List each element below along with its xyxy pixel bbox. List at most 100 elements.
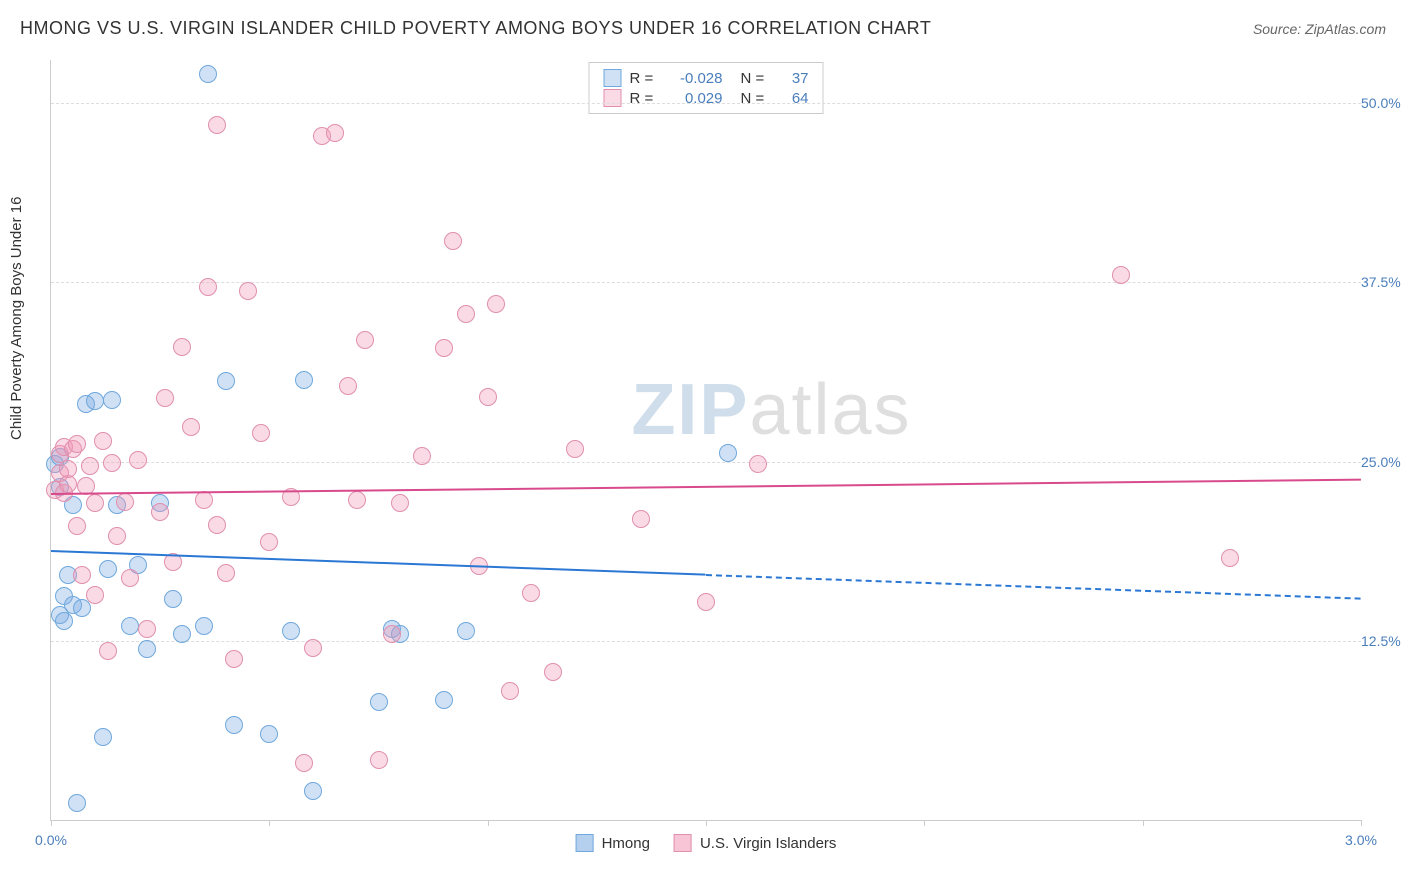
- data-point: [282, 622, 300, 640]
- swatch-hmong: [576, 834, 594, 852]
- data-point: [544, 663, 562, 681]
- trendline: [706, 574, 1361, 600]
- trendline: [51, 550, 706, 576]
- r-value: -0.028: [668, 70, 723, 87]
- xtick: [1361, 820, 1362, 826]
- chart-header: HMONG VS U.S. VIRGIN ISLANDER CHILD POVE…: [20, 18, 1386, 39]
- data-point: [182, 418, 200, 436]
- data-point: [173, 625, 191, 643]
- data-point: [59, 475, 77, 493]
- data-point: [103, 454, 121, 472]
- data-point: [108, 527, 126, 545]
- watermark-part1: ZIP: [631, 370, 749, 450]
- source-attribution: Source: ZipAtlas.com: [1253, 21, 1386, 37]
- data-point: [103, 391, 121, 409]
- data-point: [86, 392, 104, 410]
- data-point: [86, 586, 104, 604]
- data-point: [59, 460, 77, 478]
- data-point: [129, 451, 147, 469]
- data-point: [99, 642, 117, 660]
- data-point: [339, 377, 357, 395]
- data-point: [391, 494, 409, 512]
- data-point: [86, 494, 104, 512]
- gridline: [51, 103, 1361, 104]
- swatch-hmong: [604, 69, 622, 87]
- ytick-label: 12.5%: [1361, 633, 1406, 649]
- data-point: [164, 590, 182, 608]
- data-point: [444, 232, 462, 250]
- y-axis-label: Child Poverty Among Boys Under 16: [8, 197, 25, 440]
- trendline: [51, 479, 1361, 495]
- data-point: [199, 278, 217, 296]
- data-point: [304, 782, 322, 800]
- data-point: [295, 754, 313, 772]
- data-point: [195, 617, 213, 635]
- data-point: [121, 569, 139, 587]
- data-point: [304, 639, 322, 657]
- data-point: [208, 116, 226, 134]
- xtick-label: 3.0%: [1345, 832, 1377, 848]
- data-point: [260, 725, 278, 743]
- legend-label: U.S. Virgin Islanders: [700, 835, 836, 852]
- data-point: [239, 282, 257, 300]
- data-point: [370, 693, 388, 711]
- legend-row-usvi: R = 0.029 N = 64: [604, 89, 809, 107]
- data-point: [435, 339, 453, 357]
- data-point: [68, 435, 86, 453]
- swatch-usvi: [674, 834, 692, 852]
- data-point: [487, 295, 505, 313]
- swatch-usvi: [604, 89, 622, 107]
- data-point: [99, 560, 117, 578]
- data-point: [199, 65, 217, 83]
- data-point: [173, 338, 191, 356]
- data-point: [217, 372, 235, 390]
- data-point: [522, 584, 540, 602]
- xtick: [51, 820, 52, 826]
- legend-label: Hmong: [602, 835, 650, 852]
- data-point: [479, 388, 497, 406]
- data-point: [73, 566, 91, 584]
- data-point: [435, 691, 453, 709]
- chart-title: HMONG VS U.S. VIRGIN ISLANDER CHILD POVE…: [20, 18, 931, 39]
- xtick: [706, 820, 707, 826]
- data-point: [295, 371, 313, 389]
- data-point: [370, 751, 388, 769]
- data-point: [156, 389, 174, 407]
- ytick-label: 37.5%: [1361, 274, 1406, 290]
- data-point: [356, 331, 374, 349]
- data-point: [252, 424, 270, 442]
- data-point: [225, 650, 243, 668]
- data-point: [749, 455, 767, 473]
- data-point: [116, 493, 134, 511]
- data-point: [55, 612, 73, 630]
- legend-row-hmong: R = -0.028 N = 37: [604, 69, 809, 87]
- xtick: [269, 820, 270, 826]
- n-value: 37: [779, 70, 809, 87]
- gridline: [51, 641, 1361, 642]
- data-point: [1221, 549, 1239, 567]
- series-legend: Hmong U.S. Virgin Islanders: [576, 834, 837, 852]
- xtick: [924, 820, 925, 826]
- data-point: [566, 440, 584, 458]
- data-point: [138, 640, 156, 658]
- r-label: R =: [630, 70, 660, 87]
- data-point: [260, 533, 278, 551]
- data-point: [326, 124, 344, 142]
- watermark-part2: atlas: [749, 370, 911, 450]
- xtick: [488, 820, 489, 826]
- data-point: [225, 716, 243, 734]
- data-point: [217, 564, 235, 582]
- data-point: [719, 444, 737, 462]
- data-point: [151, 503, 169, 521]
- data-point: [1112, 266, 1130, 284]
- n-label: N =: [741, 70, 771, 87]
- data-point: [68, 794, 86, 812]
- data-point: [697, 593, 715, 611]
- data-point: [81, 457, 99, 475]
- data-point: [68, 517, 86, 535]
- data-point: [121, 617, 139, 635]
- ytick-label: 25.0%: [1361, 454, 1406, 470]
- data-point: [632, 510, 650, 528]
- data-point: [501, 682, 519, 700]
- data-point: [138, 620, 156, 638]
